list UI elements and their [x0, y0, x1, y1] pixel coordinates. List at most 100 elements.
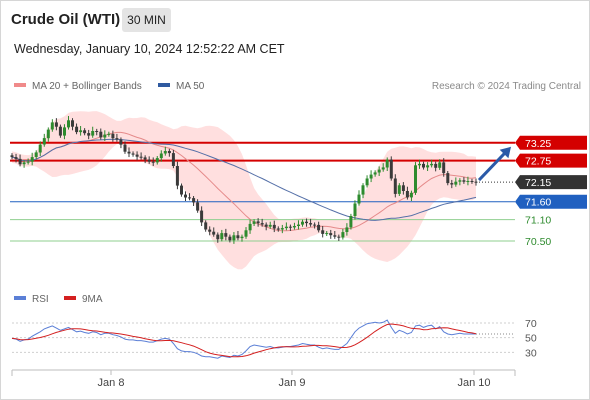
candle-body — [301, 221, 304, 225]
candle-body — [63, 127, 66, 136]
candle-body — [454, 181, 458, 185]
candle-body — [54, 122, 58, 127]
candle-body — [87, 133, 91, 136]
candle-body — [71, 120, 74, 127]
candle-body — [119, 139, 123, 145]
candle-body — [58, 126, 62, 136]
candle-body — [26, 161, 30, 163]
candle-body — [353, 203, 357, 216]
rsi-level-label: 70 — [525, 318, 537, 330]
candle-body — [111, 133, 115, 139]
candle-body — [385, 159, 389, 168]
candle-body — [260, 223, 264, 225]
candle-body — [216, 234, 220, 240]
legend-rsi: RSI — [14, 294, 49, 305]
x-tick-label: Jan 9 — [279, 377, 306, 389]
candle-body — [232, 235, 236, 241]
candle-body — [280, 228, 284, 230]
candle-body — [397, 185, 401, 194]
candle-body — [284, 226, 288, 229]
candle-body — [365, 178, 369, 186]
legend-ma50: MA 50 — [158, 81, 204, 92]
candle-body — [131, 153, 135, 155]
candle-body — [34, 152, 38, 157]
candle-body — [389, 159, 393, 179]
candle-body — [180, 185, 183, 195]
candle-body — [470, 181, 474, 182]
candle-body — [426, 165, 430, 168]
rsi-level-label: 50 — [525, 333, 537, 345]
timestamp: Wednesday, January 10, 2024 12:52:22 AM … — [14, 42, 285, 56]
rsi-swatch — [14, 296, 26, 301]
candle-body — [67, 120, 70, 128]
candle-body — [147, 159, 151, 162]
candle-body — [200, 210, 204, 223]
candle-body — [167, 151, 171, 154]
bollinger-band — [12, 111, 476, 270]
candle-body — [317, 224, 321, 231]
candle-body — [414, 165, 417, 193]
candle-body — [446, 173, 450, 184]
candle-body — [75, 126, 79, 133]
level-label: 73.25 — [525, 138, 551, 150]
candle-body — [264, 224, 268, 227]
ma20-label: MA 20 + Bollinger Bands — [32, 81, 142, 92]
candle-body — [252, 221, 256, 224]
candle-body — [430, 163, 434, 166]
candle-body — [313, 224, 317, 226]
candle-body — [79, 130, 83, 133]
candle-body — [325, 233, 329, 235]
candle-body — [288, 226, 292, 228]
candle-body — [228, 236, 232, 241]
x-tick-label: Jan 10 — [457, 377, 490, 389]
candle-body — [409, 192, 413, 198]
instrument-title: Crude Oil (WTI) — [11, 11, 121, 28]
rsi-ma-swatch — [64, 296, 76, 301]
candle-body — [361, 185, 365, 195]
candle-body — [466, 181, 470, 182]
candle-body — [107, 133, 111, 135]
candle-body — [345, 227, 349, 232]
candle-body — [276, 228, 280, 230]
candle-body — [458, 180, 462, 182]
candle-body — [401, 185, 405, 191]
candle-body — [196, 202, 200, 211]
rsi-label: RSI — [32, 294, 49, 305]
candle-body — [204, 222, 208, 230]
candle-body — [236, 235, 240, 239]
candle-body — [139, 156, 143, 158]
candle-body — [256, 221, 260, 224]
candle-body — [438, 162, 442, 168]
candle-body — [418, 163, 421, 166]
ma50-line — [11, 138, 477, 221]
candle-body — [442, 162, 446, 174]
candle-body — [309, 223, 313, 225]
candle-body — [224, 233, 228, 237]
candle-body — [83, 130, 87, 134]
forecast-arrow-head — [499, 146, 511, 159]
x-tick-label: Jan 8 — [98, 377, 125, 389]
level-tag-current — [515, 175, 587, 190]
level-label: 70.50 — [525, 236, 551, 248]
timeframe-badge[interactable]: 30 MIN — [122, 8, 171, 32]
candle-body — [248, 223, 252, 231]
candle-body — [192, 198, 196, 203]
ma20-swatch — [14, 83, 26, 88]
candle-body — [123, 144, 127, 152]
candle-body — [208, 229, 212, 232]
ma50-label: MA 50 — [176, 81, 205, 92]
level-label: 71.10 — [525, 215, 551, 227]
candle-body — [381, 167, 385, 170]
rsi-line — [11, 319, 476, 359]
candle-body — [42, 138, 46, 145]
candle-body — [50, 122, 54, 130]
candle-body — [373, 172, 377, 175]
level-tag-pivot — [515, 194, 587, 209]
candle-body — [127, 151, 131, 154]
candle-body — [369, 174, 373, 179]
candle-body — [155, 158, 159, 163]
candle-body — [321, 230, 325, 234]
candle-body — [244, 230, 248, 237]
candle-body — [405, 191, 409, 198]
